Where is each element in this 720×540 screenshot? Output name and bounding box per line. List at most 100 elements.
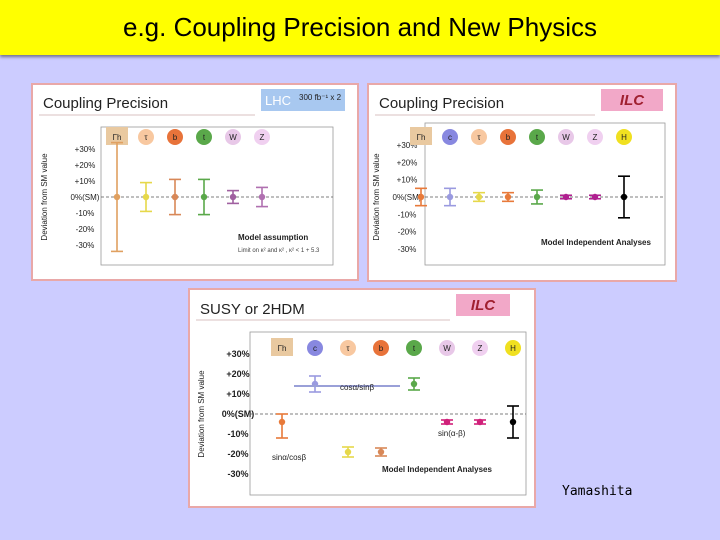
y-tick-label: +10% <box>397 176 418 185</box>
y-tick-label: -20% <box>76 225 95 234</box>
tag-label: ILC <box>620 92 645 109</box>
category-bubble <box>616 129 632 145</box>
annotation: Model Independent Analyses <box>541 238 651 247</box>
y-tick-label: -30% <box>227 469 248 479</box>
susy-label: cosα/sinβ <box>340 383 375 392</box>
category-bubble <box>340 340 356 356</box>
y-axis-label: Deviation from SM value <box>40 153 49 241</box>
category-bubble <box>307 340 323 356</box>
tag-box <box>601 89 663 111</box>
tag-box <box>261 89 345 111</box>
data-point <box>410 380 418 388</box>
data-point <box>278 418 286 426</box>
data-point <box>258 193 266 201</box>
data-point <box>417 193 425 201</box>
category-label: Γh <box>278 344 287 353</box>
category-chip <box>106 127 128 145</box>
category-bubble <box>373 340 389 356</box>
data-point <box>171 193 179 201</box>
chart-title: SUSY or 2HDM <box>200 301 305 318</box>
y-tick-label: -20% <box>398 228 417 237</box>
category-label: b <box>379 344 384 353</box>
chart-lhc: Coupling Precision LHC 300 fb⁻¹ x 2 Deviati… <box>31 83 359 281</box>
data-point <box>142 193 150 201</box>
category-bubble <box>529 129 545 145</box>
y-tick-label: +20% <box>226 369 249 379</box>
category-label: W <box>562 133 570 142</box>
y-axis-label: Deviation from SM value <box>197 370 206 458</box>
y-tick-label: +30% <box>397 141 418 150</box>
tag-box <box>456 294 510 316</box>
category-bubble <box>138 129 154 145</box>
plot-frame <box>424 122 666 266</box>
y-tick-label: +10% <box>75 177 96 186</box>
category-label: W <box>443 344 451 353</box>
data-point <box>509 418 517 426</box>
chart-ilc-svg: Coupling Precision ILC Deviation from SM v… <box>372 89 666 266</box>
category-label: b <box>506 133 511 142</box>
annotation: Model Independent Analyses <box>382 465 492 474</box>
y-tick-label: 0%(SM) <box>393 193 422 202</box>
chart-susy: SUSY or 2HDM ILC Deviation from SM value +3… <box>188 288 536 508</box>
category-bubble <box>196 129 212 145</box>
category-label: H <box>621 133 627 142</box>
category-label: b <box>173 133 178 142</box>
y-tick-label: -10% <box>398 210 417 219</box>
chart-title: Coupling Precision <box>43 95 168 112</box>
data-point <box>377 448 385 456</box>
susy-label: sinα/cosβ <box>272 453 307 462</box>
y-tick-label: -10% <box>227 429 248 439</box>
category-label: t <box>413 344 416 353</box>
category-bubble <box>558 129 574 145</box>
category-bubble <box>442 129 458 145</box>
y-tick-label: -30% <box>398 245 417 254</box>
data-point <box>504 193 512 201</box>
category-chip <box>271 338 293 356</box>
data-point <box>562 193 570 201</box>
y-tick-label: +20% <box>397 158 418 167</box>
category-label: Z <box>260 133 265 142</box>
annotation: Model assumption <box>238 233 308 242</box>
y-tick-label: -20% <box>227 449 248 459</box>
category-bubble <box>225 129 241 145</box>
data-point <box>200 193 208 201</box>
y-tick-label: +30% <box>226 349 249 359</box>
category-bubble <box>254 129 270 145</box>
data-point <box>533 193 541 201</box>
data-point <box>591 193 599 201</box>
tag-note: 300 fb⁻¹ x 2 <box>299 93 342 102</box>
y-tick-label: +30% <box>75 145 96 154</box>
slide-title: e.g. Coupling Precision and New Physics <box>122 12 598 42</box>
tag-label: ILC <box>471 297 496 314</box>
category-label: c <box>313 344 317 353</box>
category-label: c <box>448 133 452 142</box>
data-point <box>229 193 237 201</box>
category-label: t <box>536 133 539 142</box>
category-label: W <box>229 133 237 142</box>
data-point <box>620 193 628 201</box>
category-label: t <box>203 133 206 142</box>
data-point <box>475 193 483 201</box>
plot-frame <box>100 126 334 266</box>
y-tick-label: +10% <box>226 389 249 399</box>
data-point <box>113 193 121 201</box>
category-bubble <box>500 129 516 145</box>
category-label: Γh <box>113 133 122 142</box>
category-bubble <box>406 340 422 356</box>
y-tick-label: 0%(SM) <box>71 193 100 202</box>
susy-label: sin(α-β) <box>438 429 466 438</box>
data-point <box>443 418 451 426</box>
annotation-sub: Limit on κ² and κ² , κ² < 1 + 5.3 <box>238 248 320 254</box>
chart-susy-svg: SUSY or 2HDM ILC Deviation from SM value +3… <box>196 294 527 496</box>
y-tick-label: -10% <box>76 209 95 218</box>
title-bar: e.g. Coupling Precision and New Physics <box>0 0 720 55</box>
y-tick-label: 0%(SM) <box>222 409 255 419</box>
category-label: τ <box>144 133 148 142</box>
category-label: H <box>510 344 516 353</box>
credit-text: Yamashita <box>562 484 633 499</box>
y-tick-label: -30% <box>76 241 95 250</box>
category-label: Z <box>478 344 483 353</box>
chart-ilc: Coupling Precision ILC Deviation from SM v… <box>367 83 677 282</box>
category-bubble <box>439 340 455 356</box>
y-tick-label: +20% <box>75 161 96 170</box>
